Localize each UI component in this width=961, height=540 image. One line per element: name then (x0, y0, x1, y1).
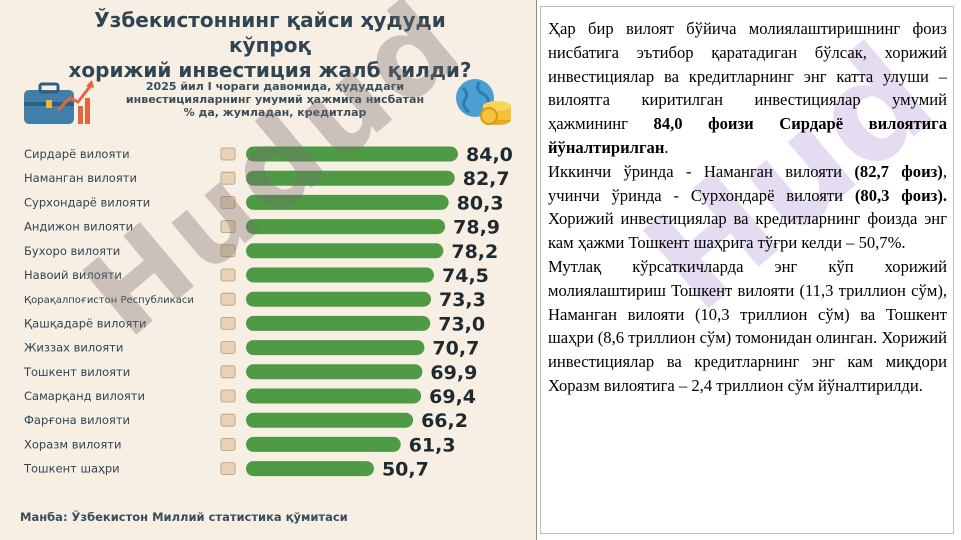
value-label: 69,9 (430, 362, 477, 384)
bar (246, 340, 425, 356)
p2-text-c: , учинчи ўринда - Сурхондарё вилояти (548, 161, 947, 205)
category-label: Тошкент шаҳри (23, 462, 120, 476)
p2-text-e: Хорижий инвестициялар ва кредитларнинг ф… (548, 209, 947, 253)
subtitle-line-1: 2025 йил I чораги давомида, ҳудуддаги (145, 80, 405, 93)
value-label: 70,7 (432, 338, 479, 360)
globe-coins-icon (456, 79, 511, 125)
region-icon (220, 244, 236, 258)
category-label: Навоий вилояти (24, 268, 122, 282)
region-icon (220, 365, 236, 379)
value-label: 66,2 (421, 410, 468, 432)
bar (246, 291, 431, 307)
paragraph-2: Иккинчи ўринда - Наманган вилояти (82,7 … (548, 160, 947, 255)
value-label: 50,7 (382, 459, 429, 481)
paragraph-3: Мутлақ кўрсаткичларда энг кўп хорижий мо… (548, 256, 947, 395)
bar (246, 267, 435, 283)
bar (246, 315, 431, 331)
region-icon (220, 389, 236, 403)
text-panel: Hud Ҳар бир вилоят бўйича молиялаштиришн… (540, 6, 954, 534)
title-line-1: Ўзбекистоннинг қайси ҳудуди кўпроқ (94, 8, 446, 57)
p2-text-a: Иккинчи ўринда - Наманган вилояти (548, 161, 855, 181)
bar-chart: Сирдарё вилояти 84,0 Наманган вилояти 82,7 С… (23, 144, 513, 481)
value-label: 78,2 (451, 241, 498, 263)
panel-divider (536, 0, 537, 540)
p2-text-bold-1: (82,7 фоиз) (854, 161, 943, 181)
region-icon (220, 195, 236, 209)
category-label: Фарғона вилояти (24, 413, 130, 427)
bar (246, 170, 455, 186)
region-icon (220, 341, 236, 355)
value-label: 69,4 (429, 386, 476, 408)
category-label: Қашқадарё вилояти (24, 316, 147, 330)
value-label: 61,3 (409, 434, 456, 456)
value-label: 80,3 (457, 192, 504, 214)
region-icon (220, 437, 236, 451)
region-icon (220, 413, 236, 427)
bar (246, 243, 444, 259)
region-icon (220, 462, 236, 476)
p1-text-bold: 84,0 фоизи Сирдарё вилоятига йўналтирилг… (548, 114, 947, 157)
infographic-panel: Ўзбекистоннинг қайси ҳудуди кўпроқ хориж… (0, 0, 536, 540)
region-icon (220, 147, 236, 161)
category-label: Самарқанд вилояти (24, 389, 145, 403)
value-label: 74,5 (442, 265, 489, 287)
category-label: Тошкент вилояти (23, 365, 130, 379)
value-label: 82,7 (463, 168, 510, 190)
bar (246, 388, 422, 404)
category-label: Жиззах вилояти (24, 341, 123, 355)
region-icon (220, 316, 236, 330)
bar (246, 146, 458, 162)
category-label: Бухоро вилояти (24, 244, 120, 258)
bar (246, 461, 374, 477)
region-icon (220, 171, 236, 185)
category-label: Қорақалпоғистон Республикаси (24, 295, 194, 306)
category-label: Хоразм вилояти (24, 437, 121, 451)
paragraph-1: Ҳар бир вилоят бўйича молиялаштиришнинг … (548, 17, 947, 160)
p1-text-a: Ҳар бир вилоят бўйича молиялаштиришнинг … (548, 19, 947, 134)
p1-text-c: . (664, 137, 669, 157)
bar (246, 412, 414, 428)
value-label: 78,9 (453, 217, 500, 239)
bar (246, 194, 449, 210)
category-label: Сурхондарё вилояти (24, 195, 150, 209)
source-note: Манба: Ўзбекистон Миллий статистика қўми… (20, 510, 348, 524)
chart-subtitle: 2025 йил I чораги давомида, ҳудуддаги ин… (110, 80, 440, 119)
region-icon (220, 220, 236, 234)
title-line-2: хорижий инвестиция жалб қилди? (68, 58, 472, 82)
subtitle-line-3: % да, жумладан, кредитлар (183, 106, 367, 119)
subtitle-line-2: инвестицияларнинг умумий ҳажмига нисбата… (125, 93, 425, 106)
value-label: 73,3 (439, 289, 486, 311)
bar (246, 219, 446, 235)
bar (246, 364, 423, 380)
category-label: Сирдарё вилояти (24, 147, 130, 161)
bar (246, 436, 401, 452)
value-label: 84,0 (466, 144, 513, 166)
chart-title: Ўзбекистоннинг қайси ҳудуди кўпроқ хориж… (50, 8, 490, 83)
briefcase-growth-icon (24, 80, 94, 124)
category-label: Андижон вилояти (24, 220, 133, 234)
category-label: Наманган вилояти (24, 171, 137, 185)
region-icon (220, 292, 236, 306)
value-label: 73,0 (438, 313, 485, 335)
region-icon (220, 268, 236, 282)
p2-text-bold-2: (80,3 фоиз). (854, 185, 947, 205)
